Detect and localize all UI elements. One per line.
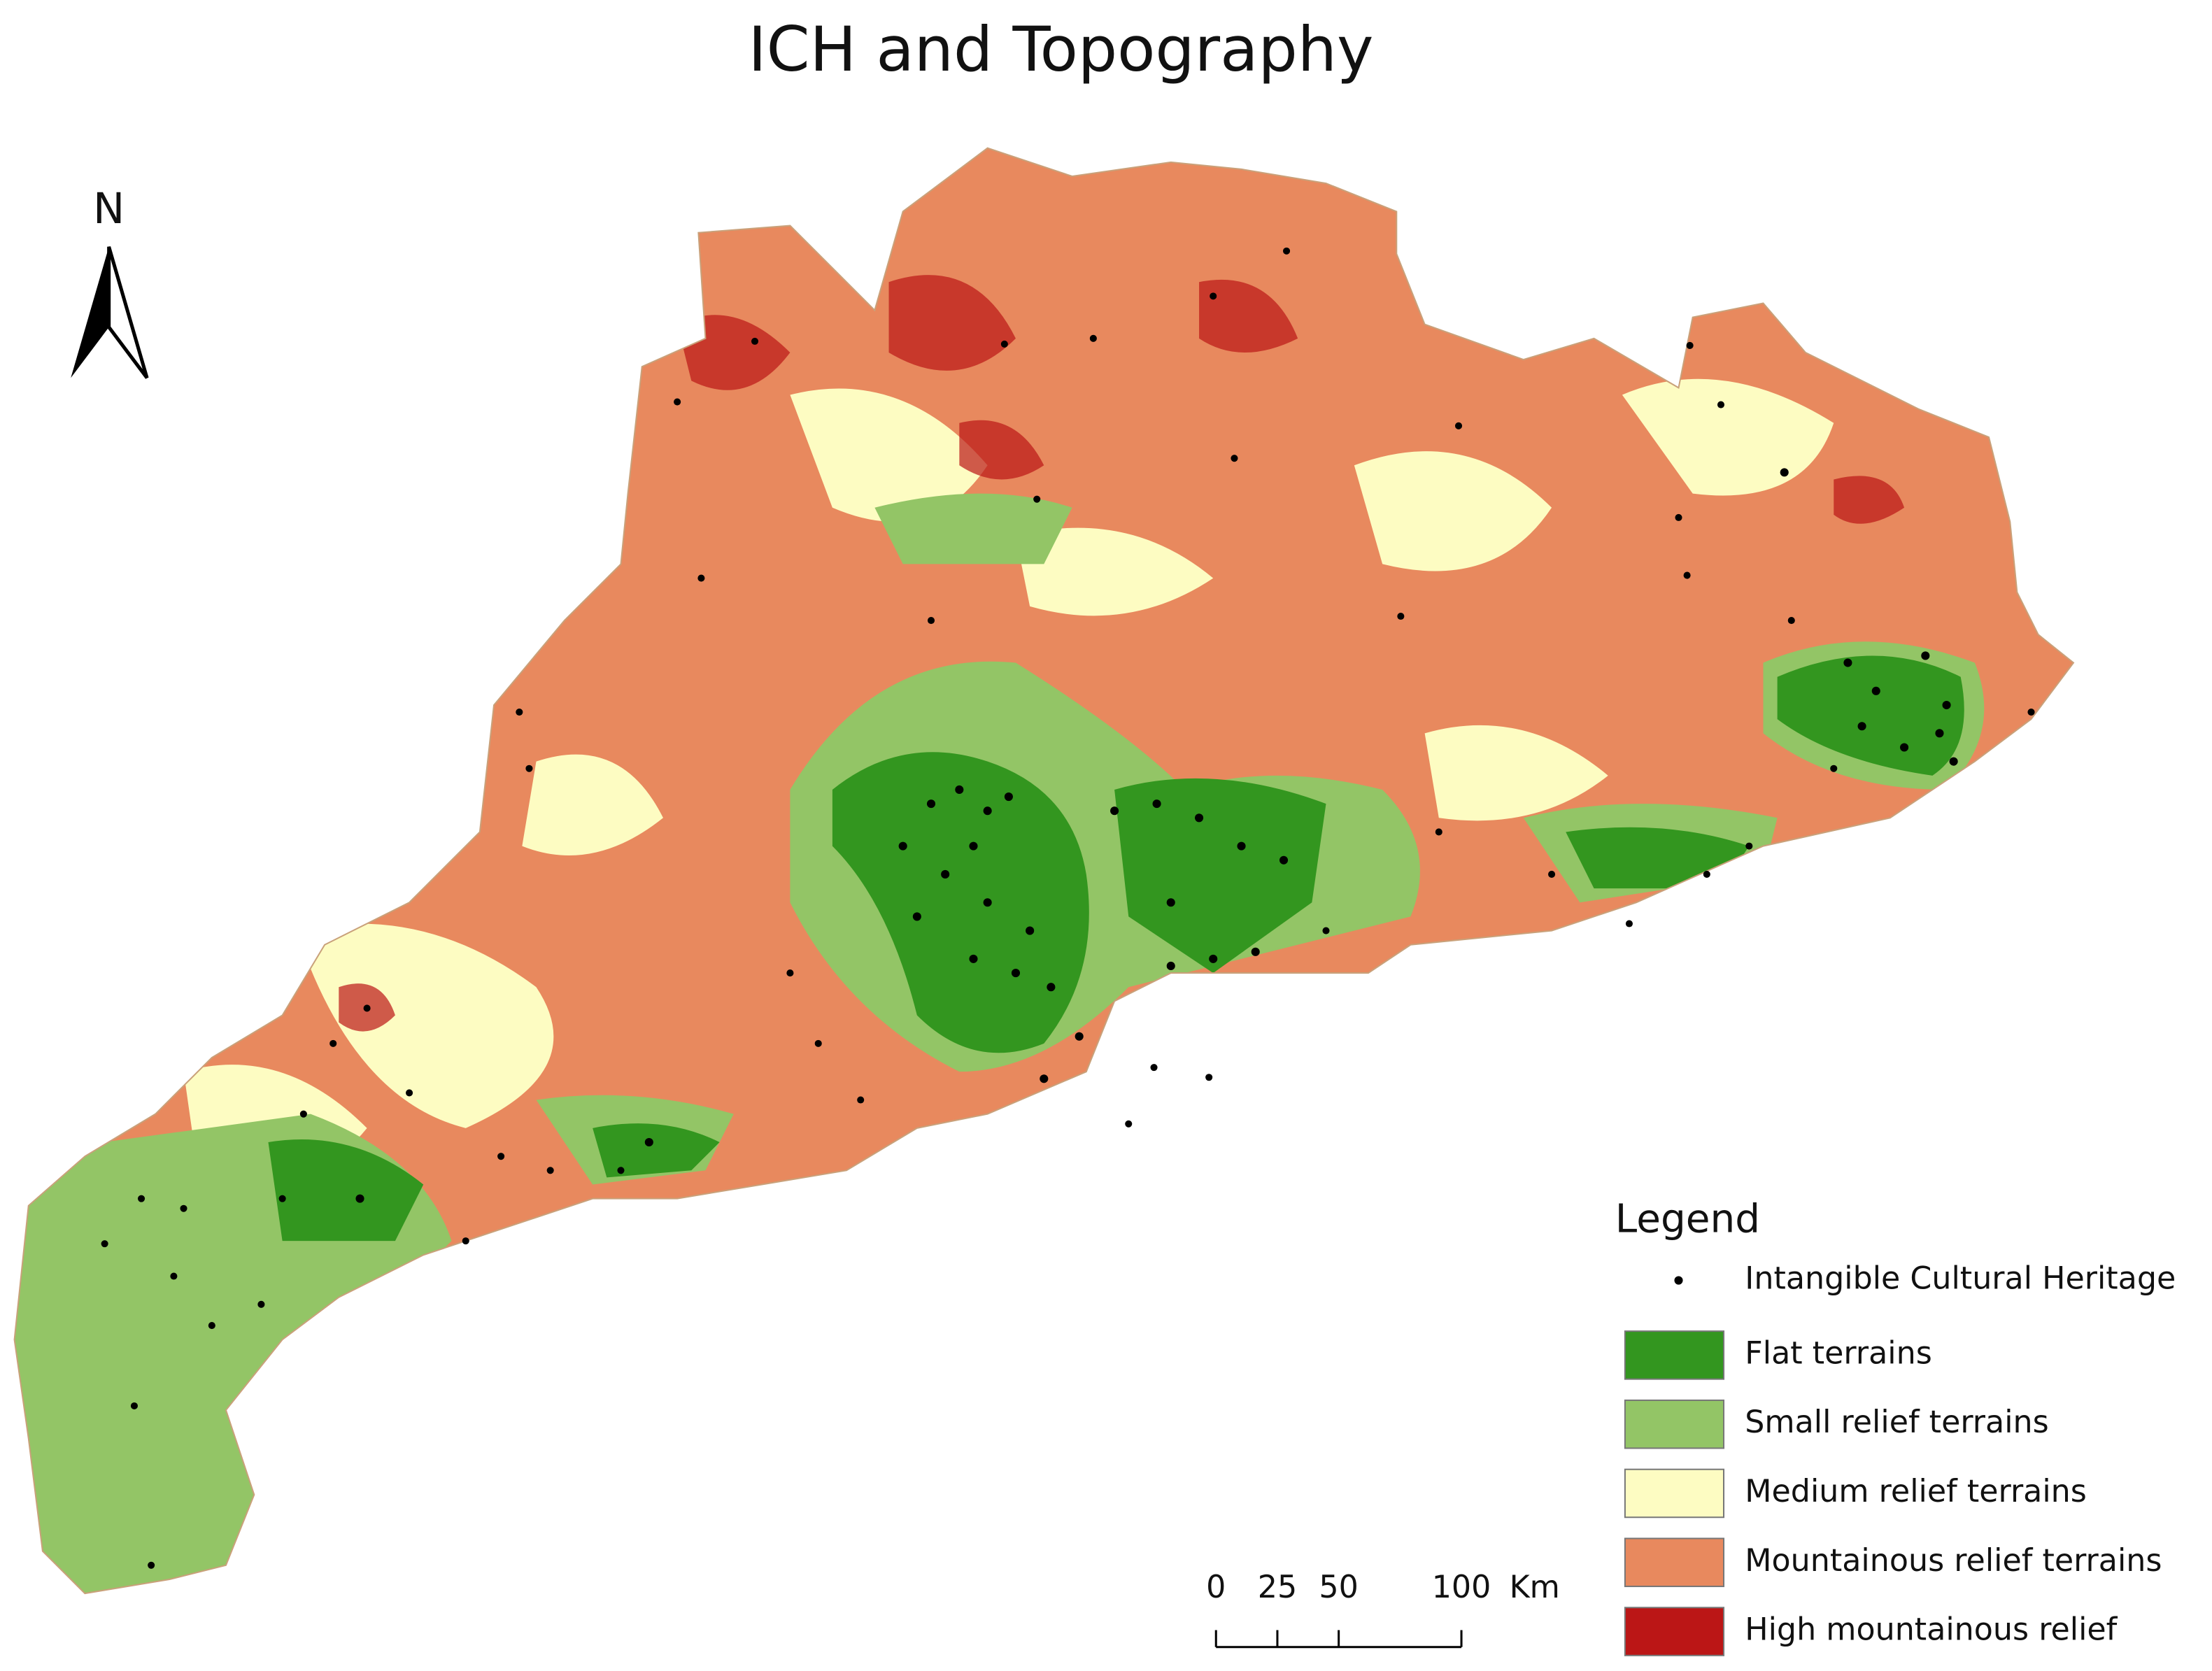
legend-swatch bbox=[1624, 1537, 1725, 1588]
legend: Legend Intangible Cultural Heritage Flat… bbox=[1615, 1197, 2176, 1656]
terrain-region bbox=[268, 655, 1964, 1242]
legend-swatch bbox=[1624, 1468, 1725, 1519]
scale-unit: Km bbox=[1510, 1570, 1560, 1605]
terrain-region bbox=[183, 378, 1834, 1179]
map-title: ICH and Topography bbox=[748, 13, 1373, 85]
north-arrow: N bbox=[71, 185, 149, 379]
legend-swatch bbox=[1624, 1399, 1725, 1449]
legend-title: Legend bbox=[1615, 1197, 1760, 1242]
scale-label: 25 bbox=[1258, 1570, 1297, 1605]
legend-label: Flat terrains bbox=[1745, 1335, 1932, 1371]
scale-label: 100 bbox=[1432, 1570, 1491, 1605]
legend-point-symbol bbox=[1674, 1276, 1683, 1285]
legend-label: Intangible Cultural Heritage bbox=[1745, 1261, 2176, 1297]
legend-label: High mountainous relief bbox=[1745, 1612, 2118, 1648]
legend-label: Mountainous relief terrains bbox=[1745, 1543, 2162, 1579]
legend-label: Medium relief terrains bbox=[1745, 1474, 2087, 1509]
scale-label: 50 bbox=[1319, 1570, 1358, 1605]
legend-swatch bbox=[1624, 1607, 1725, 1656]
north-label: N bbox=[93, 185, 125, 234]
scale-label: 0 bbox=[1206, 1570, 1226, 1605]
scale-bar: 0 25 50 100 Km bbox=[1206, 1570, 1560, 1649]
terrain-region bbox=[14, 493, 1985, 1594]
ich-points bbox=[101, 247, 2035, 1569]
legend-label: Small relief terrains bbox=[1745, 1405, 2048, 1440]
legend-swatch bbox=[1624, 1330, 1725, 1380]
